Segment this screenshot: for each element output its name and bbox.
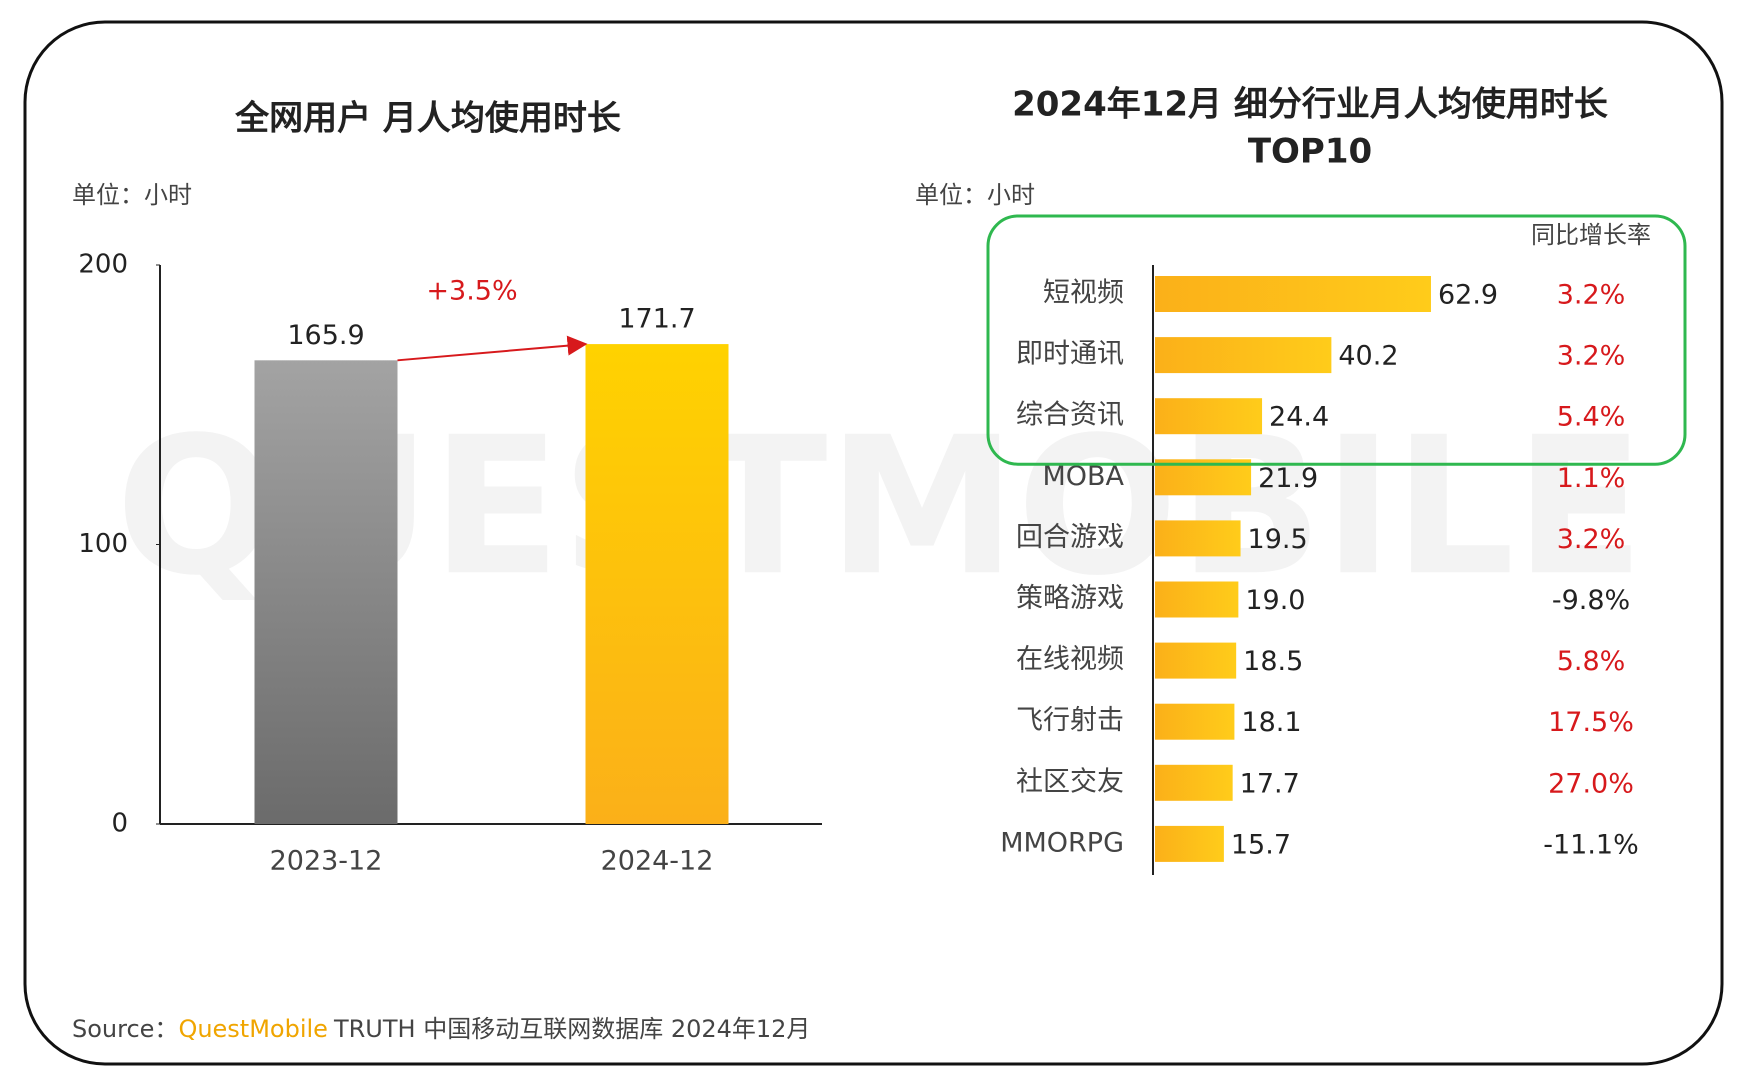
bar <box>1155 825 1224 862</box>
source-text: TRUTH 中国移动互联网数据库 2024年12月 <box>333 1015 810 1043</box>
left-chart: 全网用户 月人均使用时长 单位：小时 0 100 200 165.9 2023-12 17… <box>72 99 822 877</box>
category-label: 飞行射击 <box>1016 705 1124 736</box>
source-label: Source： <box>72 1015 178 1043</box>
value-label: 21.9 <box>1258 463 1318 494</box>
category-label: 策略游戏 <box>1016 583 1124 614</box>
y-tick-label: 0 <box>111 809 128 839</box>
value-label: 171.7 <box>618 304 695 335</box>
growth-label: -11.1% <box>1543 829 1639 860</box>
growth-label: 3.2% <box>1557 280 1626 311</box>
growth-label: 5.4% <box>1557 402 1626 433</box>
y-tick-label: 100 <box>78 529 128 559</box>
bar <box>1155 398 1263 435</box>
category-label: 综合资讯 <box>1016 400 1124 431</box>
bar <box>1155 581 1239 618</box>
growth-label: 3.2% <box>1557 524 1626 555</box>
value-label: 19.5 <box>1248 524 1308 555</box>
unit-label: 单位：小时 <box>915 181 1035 209</box>
category-label: 即时通讯 <box>1016 339 1124 370</box>
bar <box>254 360 398 824</box>
highlight-box <box>986 214 1687 466</box>
growth-arrow <box>397 335 588 362</box>
chart-title: TOP10 <box>1248 132 1372 172</box>
growth-label: 3.2% <box>1557 341 1626 372</box>
bar <box>1155 703 1235 740</box>
unit-label: 单位：小时 <box>72 181 192 209</box>
value-label: 24.4 <box>1269 402 1329 433</box>
value-label: 165.9 <box>287 320 364 351</box>
category-label: 在线视频 <box>1016 644 1124 675</box>
bar <box>1155 642 1237 679</box>
category-label: MMORPG <box>1000 827 1124 858</box>
category-label: 社区交友 <box>1016 766 1124 797</box>
bar <box>1155 764 1233 801</box>
annotation: +3.5% <box>426 276 517 307</box>
right-chart: 2024年12月 细分行业月人均使用时长 TOP10 单位：小时 同比增长率 短… <box>915 85 1687 875</box>
growth-header: 同比增长率 <box>1531 221 1651 249</box>
category-label: MOBA <box>1042 461 1124 492</box>
value-label: 15.7 <box>1231 829 1291 860</box>
x-tick-label: 2023-12 <box>270 846 383 877</box>
growth-label: 17.5% <box>1548 707 1634 738</box>
value-label: 17.7 <box>1240 768 1300 799</box>
footer: Source：QuestMobile TRUTH 中国移动互联网数据库 2024年… <box>72 1015 810 1043</box>
growth-label: 1.1% <box>1557 463 1626 494</box>
brand: QuestMobile <box>178 1015 328 1043</box>
value-label: 18.5 <box>1243 646 1303 677</box>
x-tick-label: 2024-12 <box>601 846 714 877</box>
growth-label: 27.0% <box>1548 768 1634 799</box>
chart-title: 2024年12月 细分行业月人均使用时长 <box>1012 85 1608 125</box>
chart-title: 全网用户 月人均使用时长 <box>234 99 621 139</box>
growth-label: 5.8% <box>1557 646 1626 677</box>
bar <box>585 344 729 824</box>
bar <box>1155 520 1241 557</box>
value-label: 18.1 <box>1241 707 1301 738</box>
value-label: 40.2 <box>1338 341 1398 372</box>
bar <box>1155 337 1332 374</box>
y-tick-label: 200 <box>78 250 128 280</box>
value-label: 62.9 <box>1438 280 1498 311</box>
value-label: 19.0 <box>1245 585 1305 616</box>
category-label: 回合游戏 <box>1016 522 1124 553</box>
growth-label: -9.8% <box>1552 585 1630 616</box>
category-label: 短视频 <box>1043 278 1124 309</box>
bar <box>1155 276 1431 312</box>
